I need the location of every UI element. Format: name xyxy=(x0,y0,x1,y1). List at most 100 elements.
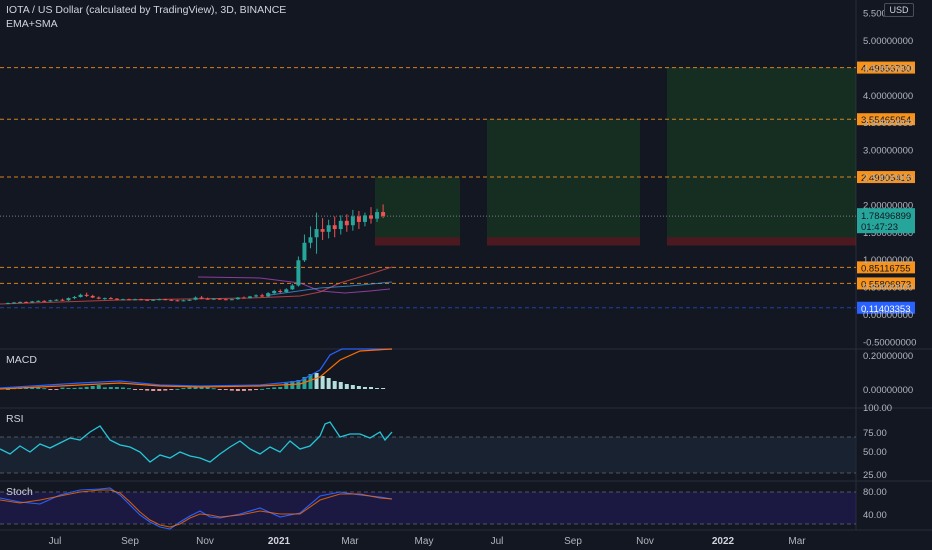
macd-histogram-bar xyxy=(217,389,222,390)
macd-histogram-bar xyxy=(127,388,131,390)
level-price-label: 0.55806973 xyxy=(861,279,911,290)
macd-histogram-bar xyxy=(139,389,144,390)
price-axis-tick: 2.00000000 xyxy=(863,200,913,211)
macd-histogram-bar xyxy=(72,387,77,389)
macd-histogram-bar xyxy=(248,389,252,391)
macd-histogram-bar xyxy=(254,389,259,390)
macd-histogram-bar xyxy=(356,386,361,389)
macd-histogram-bar xyxy=(102,387,107,389)
candle-body xyxy=(229,299,234,301)
macd-histogram-bar xyxy=(96,385,101,389)
macd-histogram-bar xyxy=(284,383,289,389)
time-axis-tick: Jul xyxy=(49,536,62,547)
candle-body xyxy=(205,298,210,300)
macd-histogram-bar xyxy=(114,387,119,389)
candle-body xyxy=(48,300,53,302)
time-axis-tick: Nov xyxy=(196,536,214,547)
candle-body xyxy=(217,298,222,300)
time-axis-tick: Jul xyxy=(491,536,504,547)
macd-histogram-bar xyxy=(163,389,168,391)
candle-body xyxy=(356,216,361,222)
time-axis-tick: 2021 xyxy=(268,536,291,547)
ema-fast-line xyxy=(269,281,393,296)
candle-body xyxy=(169,299,174,301)
macd-histogram-bar xyxy=(350,385,355,389)
candle-body xyxy=(6,303,10,305)
macd-histogram-bar xyxy=(36,387,41,389)
level-price-tag xyxy=(857,277,915,290)
macd-histogram-bar xyxy=(241,389,246,391)
macd-histogram-bar xyxy=(169,389,174,390)
level-price-tag xyxy=(857,261,915,274)
candle-body xyxy=(290,285,295,290)
chart-title: IOTA / US Dollar (calculated by TradingV… xyxy=(6,4,287,16)
candle-body xyxy=(36,300,41,302)
candle-body xyxy=(42,300,47,302)
price-axis-tick: -0.50000000 xyxy=(863,337,916,348)
macd-axis-tick: 0.20000000 xyxy=(863,351,913,362)
candle-body xyxy=(314,229,319,238)
macd-axis-tick: 0.00000000 xyxy=(863,385,913,396)
level-price-label: 0.85116755 xyxy=(861,263,911,274)
candle-body xyxy=(344,220,349,226)
candle-body xyxy=(278,290,283,293)
long-position-profit-zone xyxy=(667,67,856,238)
time-axis-tick: Sep xyxy=(564,536,582,547)
macd-histogram-bar xyxy=(78,387,83,389)
candle-body xyxy=(254,295,259,297)
macd-histogram-bar xyxy=(308,374,313,389)
candle-body xyxy=(12,302,17,304)
candle-body xyxy=(127,299,131,301)
candle-body xyxy=(350,216,355,226)
rsi-axis-tick: 50.00 xyxy=(863,447,887,458)
indicator-label: EMA+SMA xyxy=(6,18,58,30)
time-axis-tick: Mar xyxy=(788,536,806,547)
long-position-profit-zone xyxy=(375,177,460,238)
rsi-axis-tick: 25.00 xyxy=(863,470,887,481)
macd-histogram-bar xyxy=(175,388,180,390)
candle-body xyxy=(120,299,125,301)
candle-body xyxy=(163,299,168,301)
candle-body xyxy=(193,297,198,300)
currency-button[interactable]: USD xyxy=(884,3,914,17)
macd-histogram-bar xyxy=(145,389,150,391)
macd-histogram-bar xyxy=(199,387,204,389)
candle-body xyxy=(157,299,162,301)
bar-countdown-label: 01:47:23 xyxy=(861,222,898,233)
candle-body xyxy=(332,225,337,230)
price-axis-tick: 4.00000000 xyxy=(863,91,913,102)
level-price-label: 0.11403353 xyxy=(861,304,911,315)
time-axis-tick: May xyxy=(415,536,434,547)
candle-body xyxy=(84,294,89,296)
candle-body xyxy=(151,299,156,301)
macd-histogram-bar xyxy=(229,389,234,391)
candle-body xyxy=(24,301,29,303)
level-price-tag xyxy=(857,301,915,314)
price-axis-tick: 3.50000000 xyxy=(863,118,913,129)
candle-body xyxy=(90,295,95,298)
macd-histogram-bar xyxy=(375,388,380,389)
last-price-tag xyxy=(857,208,915,234)
stoch-k-line xyxy=(0,487,393,530)
macd-histogram-bar xyxy=(54,389,59,390)
macd-histogram-bar xyxy=(6,389,10,390)
candle-body xyxy=(18,301,23,303)
candle-body xyxy=(30,301,35,303)
price-axis-tick: 0.00000000 xyxy=(863,310,913,321)
candle-body xyxy=(72,297,77,299)
price-axis-tick: 4.50000000 xyxy=(863,63,913,74)
macd-histogram-bar xyxy=(338,382,343,389)
candle-body xyxy=(78,294,83,298)
macd-histogram-bar xyxy=(211,388,216,390)
price-axis-tick: 5.00000000 xyxy=(863,36,913,47)
price-axis-tick: 2.50000000 xyxy=(863,173,913,184)
macd-histogram-bar xyxy=(205,387,210,389)
candle-body xyxy=(223,299,228,301)
long-position-stop-zone xyxy=(375,237,460,246)
macd-histogram-bar xyxy=(326,378,331,389)
macd-histogram-bar xyxy=(193,387,198,389)
rsi-axis-tick: 75.00 xyxy=(863,428,887,439)
candle-body xyxy=(211,298,216,300)
level-price-label: 4.49656730 xyxy=(861,64,911,75)
